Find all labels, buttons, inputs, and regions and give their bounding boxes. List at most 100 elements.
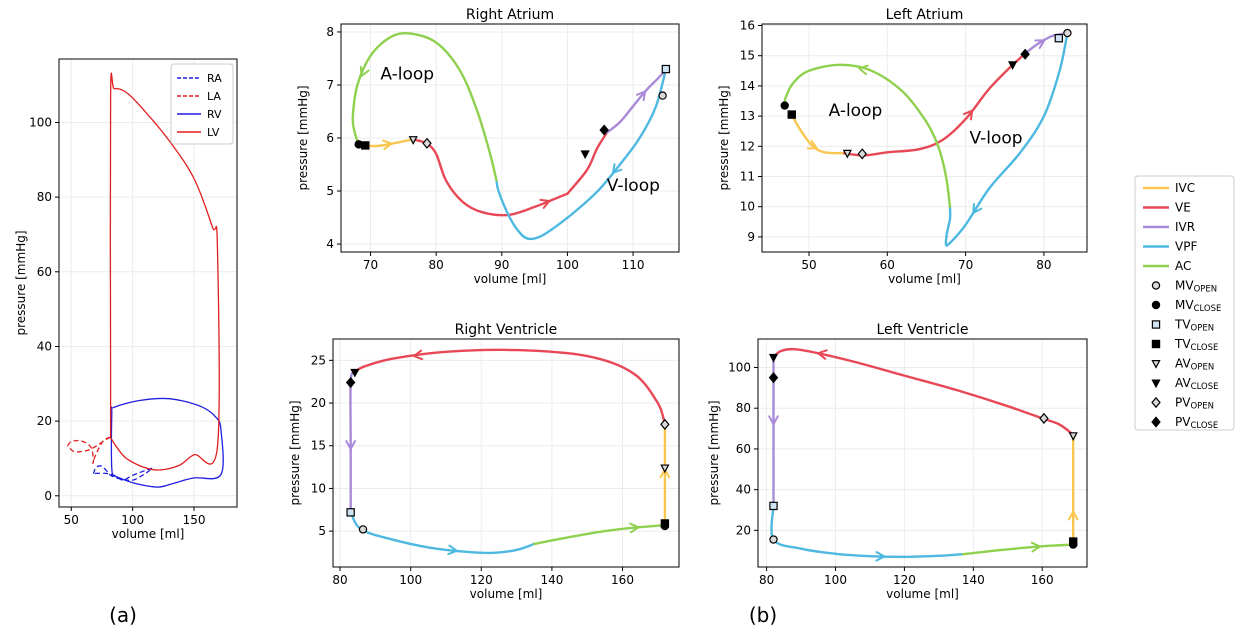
phase-segment-ve bbox=[412, 138, 569, 217]
marker-legend-sub: CLOSE bbox=[1191, 343, 1219, 353]
y-tick-label: 15 bbox=[740, 49, 755, 63]
phase-arrow-ac bbox=[359, 65, 370, 77]
y-tick-label: 20 bbox=[311, 396, 326, 410]
axes-frame bbox=[761, 23, 1088, 253]
phase-segment-vpf bbox=[495, 67, 668, 241]
marker-legend-label: TVCLOSE bbox=[1174, 337, 1218, 353]
x-tick-label: 100 bbox=[824, 573, 847, 587]
marker-legend-label: PVCLOSE bbox=[1175, 415, 1218, 431]
valve-marker-square-filled bbox=[1069, 537, 1078, 546]
loop-annotation: V-loop bbox=[607, 176, 660, 196]
y-tick-label: 25 bbox=[311, 353, 326, 367]
valve-marker-tri-open bbox=[408, 136, 418, 145]
x-tick-label: 70 bbox=[958, 258, 973, 272]
marker-legend-label: PVOPEN bbox=[1175, 396, 1214, 412]
chart-rv: 80 100 120 140 160 5 10 15 20 25 volume [ml] pressu… bbox=[288, 322, 680, 601]
series-legend-label: LA bbox=[207, 90, 221, 103]
chart-ra: 70 80 90 100 110 4 5 6 7 8 volume [ml] pressure [mm… bbox=[296, 7, 680, 286]
y-tick-label: 40 bbox=[37, 339, 52, 353]
loop-annotation: A-loop bbox=[829, 101, 883, 121]
x-axis-label: volume [ml] bbox=[112, 527, 185, 541]
y-tick-label: 0 bbox=[44, 489, 52, 503]
x-tick-label: 120 bbox=[470, 573, 493, 587]
marker-legend-label: TVOPEN bbox=[1174, 318, 1214, 334]
y-tick-label: 60 bbox=[736, 442, 751, 456]
chart-title: Right Atrium bbox=[466, 7, 554, 23]
chart-la: 50 60 70 80 9 10 11 12 13 14 15 16 volume [ml] pressu… bbox=[717, 7, 1088, 286]
phase-arrow-vpf bbox=[447, 544, 458, 556]
marker-legend-label: AVCLOSE bbox=[1175, 376, 1218, 392]
x-tick-label: 120 bbox=[893, 573, 916, 587]
marker-legend-base: PV bbox=[1175, 415, 1191, 429]
valve-marker-tri-filled bbox=[768, 353, 779, 363]
y-tick-label: 6 bbox=[326, 131, 334, 145]
y-axis-label: pressure [mmHg] bbox=[14, 230, 28, 335]
phase-segment-vpf bbox=[349, 511, 536, 555]
x-tick-label: 80 bbox=[429, 258, 444, 272]
valve-marker-circle-open bbox=[769, 535, 778, 544]
y-axis-label: pressure [mmHg] bbox=[717, 85, 731, 190]
valve-marker-square-filled bbox=[361, 141, 370, 150]
valve-marker-tri-open bbox=[1068, 432, 1078, 441]
marker-legend-symbol-tri-open bbox=[1151, 360, 1161, 369]
phase-arrow-ve bbox=[817, 349, 828, 360]
x-tick-label: 160 bbox=[611, 573, 634, 587]
phase-segment-ve bbox=[566, 131, 608, 195]
phase-arrow-ac bbox=[629, 522, 640, 534]
phase-arrow-vpf bbox=[972, 203, 983, 214]
chart-lv: 80 100 120 140 160 20 40 60 80 100 volume [ml] pres… bbox=[707, 322, 1088, 601]
marker-legend-symbol-diamond-open bbox=[1151, 396, 1161, 409]
y-tick-label: 15 bbox=[311, 439, 326, 453]
phase-arrow-ivr bbox=[1034, 39, 1046, 49]
series-legend-label: LV bbox=[207, 126, 220, 139]
valve-marker-tri-filled bbox=[580, 150, 590, 160]
x-axis-label: volume [ml] bbox=[470, 587, 543, 601]
y-tick-label: 40 bbox=[736, 483, 751, 497]
marker-legend-base: AV bbox=[1175, 357, 1191, 371]
y-tick-label: 4 bbox=[326, 237, 334, 251]
phase-legend-label-ve: VE bbox=[1175, 201, 1191, 215]
y-tick-label: 16 bbox=[740, 19, 755, 33]
phase-arrow-ivr bbox=[768, 415, 779, 426]
series-legend-box bbox=[170, 63, 234, 145]
axes-frame bbox=[58, 58, 238, 508]
marker-legend-symbol-tri-filled bbox=[1151, 379, 1161, 389]
phase-segment-ac bbox=[961, 543, 1075, 556]
marker-legend-sub: CLOSE bbox=[1191, 382, 1219, 392]
y-tick-label: 80 bbox=[736, 401, 751, 415]
plot-area bbox=[345, 348, 671, 556]
series-legend-label: RA bbox=[207, 72, 222, 85]
phase-arrow-ve bbox=[412, 349, 424, 361]
y-tick-label: 10 bbox=[311, 481, 326, 495]
y-tick-label: 5 bbox=[326, 184, 334, 198]
marker-legend-base: TV bbox=[1174, 318, 1191, 332]
chart-title: Left Ventricle bbox=[876, 322, 968, 338]
axes-frame bbox=[757, 338, 1088, 568]
marker-legend-symbol-circle-filled bbox=[1151, 300, 1161, 310]
x-tick-label: 80 bbox=[759, 573, 774, 587]
marker-legend-sub: OPEN bbox=[1194, 285, 1218, 295]
phase-segment-vpf bbox=[944, 31, 1069, 247]
y-axis-label: pressure [mmHg] bbox=[288, 400, 302, 505]
valve-marker-diamond-filled bbox=[1020, 48, 1030, 60]
x-tick-label: 150 bbox=[183, 513, 206, 527]
phase-segment-ve bbox=[353, 348, 667, 426]
x-tick-label: 160 bbox=[1031, 573, 1054, 587]
valve-marker-diamond-open bbox=[660, 418, 670, 431]
y-tick-label: 100 bbox=[29, 115, 52, 129]
valve-marker-square-open bbox=[1054, 33, 1064, 43]
y-axis-label: pressure [mmHg] bbox=[707, 400, 721, 505]
phase-segment-ivr bbox=[605, 67, 668, 134]
marker-legend-base: AV bbox=[1175, 376, 1191, 390]
valve-marker-tri-open bbox=[660, 464, 670, 474]
x-tick-label: 100 bbox=[399, 573, 422, 587]
x-tick-label: 60 bbox=[880, 258, 895, 272]
phase-segment-ivc bbox=[790, 113, 846, 155]
marker-legend-sub: OPEN bbox=[1191, 363, 1215, 373]
y-tick-label: 100 bbox=[728, 361, 751, 375]
x-tick-label: 80 bbox=[332, 573, 347, 587]
marker-legend-symbol-square-open bbox=[1151, 320, 1161, 329]
